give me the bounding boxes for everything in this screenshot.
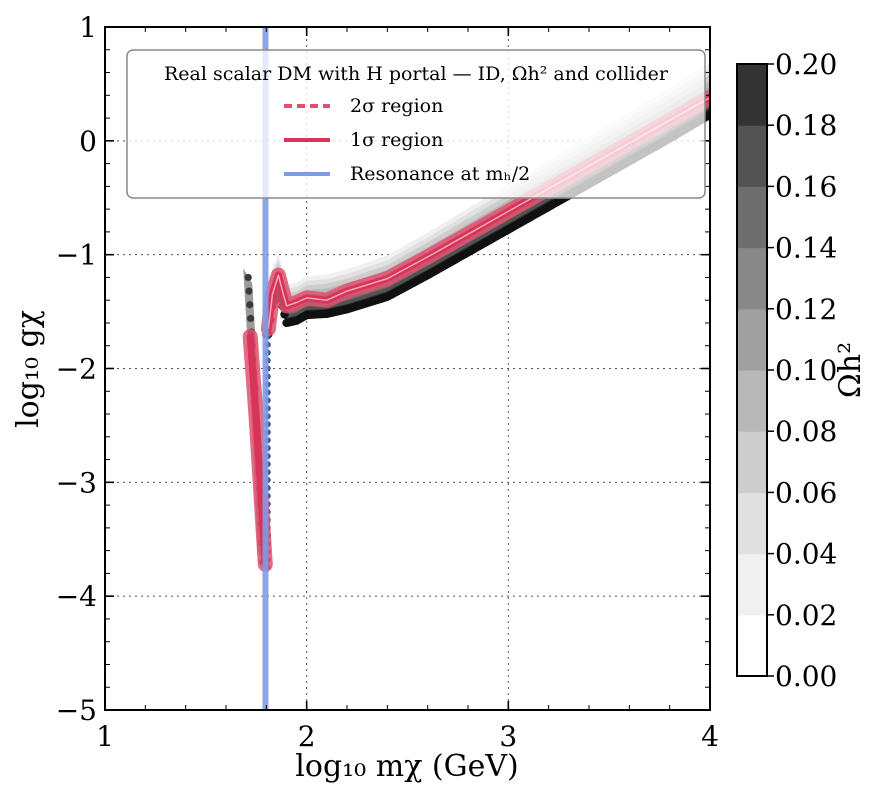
omega-point-low-mass xyxy=(246,301,254,309)
colorbar-segment xyxy=(737,553,767,616)
colorbar-tick-label: 0.20 xyxy=(775,48,837,81)
legend-label-2sigma: 2σ region xyxy=(350,95,443,117)
colorbar-segment xyxy=(737,64,767,126)
legend-box xyxy=(126,49,706,199)
axis-ticks: 1 2 3 4 −5 −4 −3 −2 −1 0 1 xyxy=(56,11,719,753)
colorbar-segment xyxy=(737,431,767,493)
omega-point-high-mass xyxy=(705,110,710,119)
resonance-line xyxy=(262,27,269,710)
colorbar-segment xyxy=(737,125,767,187)
omega-band-high-mass xyxy=(266,80,710,338)
x-tick-label: 3 xyxy=(499,720,517,753)
y-tick-label: 0 xyxy=(79,125,97,158)
y-tick-label: −1 xyxy=(56,239,97,272)
colorbar-tick-label: 0.06 xyxy=(775,476,837,509)
colorbar-segment xyxy=(737,614,767,677)
x-tick-label: 4 xyxy=(701,720,719,753)
y-tick-label: −5 xyxy=(56,694,97,727)
colorbar: 0.00 0.02 0.04 0.06 0.08 0.10 0.12 0.14 0.16 0.18… xyxy=(737,48,837,693)
colorbar-tick-label: 0.02 xyxy=(775,599,837,632)
resonance-line xyxy=(262,27,269,710)
colorbar-tick-label: 0.12 xyxy=(775,293,837,326)
y-axis-title: log₁₀ gχ xyxy=(11,310,46,428)
x-axis-title: log₁₀ mχ (GeV) xyxy=(295,749,518,784)
omega-point-low-mass xyxy=(244,273,252,282)
omega-point-low-mass xyxy=(245,287,253,295)
legend-label-resonance: Resonance at mₕ/2 xyxy=(350,163,530,185)
legend: Real scalar DM with H portal — ID, Ωh² a… xyxy=(126,49,706,199)
y-tick-label: 1 xyxy=(79,11,97,44)
colorbar-segment xyxy=(737,370,767,432)
legend-label-1sigma: 1σ region xyxy=(350,129,443,151)
legend-title: Real scalar DM with H portal — ID, Ωh² a… xyxy=(164,63,669,85)
colorbar-tick-label: 0.10 xyxy=(775,354,837,387)
colorbar-segment xyxy=(737,492,767,555)
x-tick-label: 2 xyxy=(298,720,316,753)
y-tick-label: −2 xyxy=(56,353,97,386)
colorbar-segment xyxy=(737,186,767,249)
colorbar-tick-label: 0.00 xyxy=(775,660,837,693)
colorbar-tick-label: 0.14 xyxy=(775,232,837,265)
colorbar-frame xyxy=(736,63,768,677)
colorbar-segment xyxy=(737,308,767,371)
colorbar-tick-label: 0.18 xyxy=(775,109,837,142)
y-tick-label: −3 xyxy=(56,466,97,499)
colorbar-title: Ωh² xyxy=(833,342,868,398)
x-tick-label: 1 xyxy=(96,720,114,753)
colorbar-tick-label: 0.16 xyxy=(775,170,837,203)
omega-band-high-mass xyxy=(266,74,710,338)
omega-point-low-mass xyxy=(247,314,255,323)
y-tick-label: −4 xyxy=(56,580,97,613)
colorbar-tick-label: 0.08 xyxy=(775,415,837,448)
colorbar-segment xyxy=(737,247,767,310)
colorbar-tick-label: 0.04 xyxy=(775,538,837,571)
